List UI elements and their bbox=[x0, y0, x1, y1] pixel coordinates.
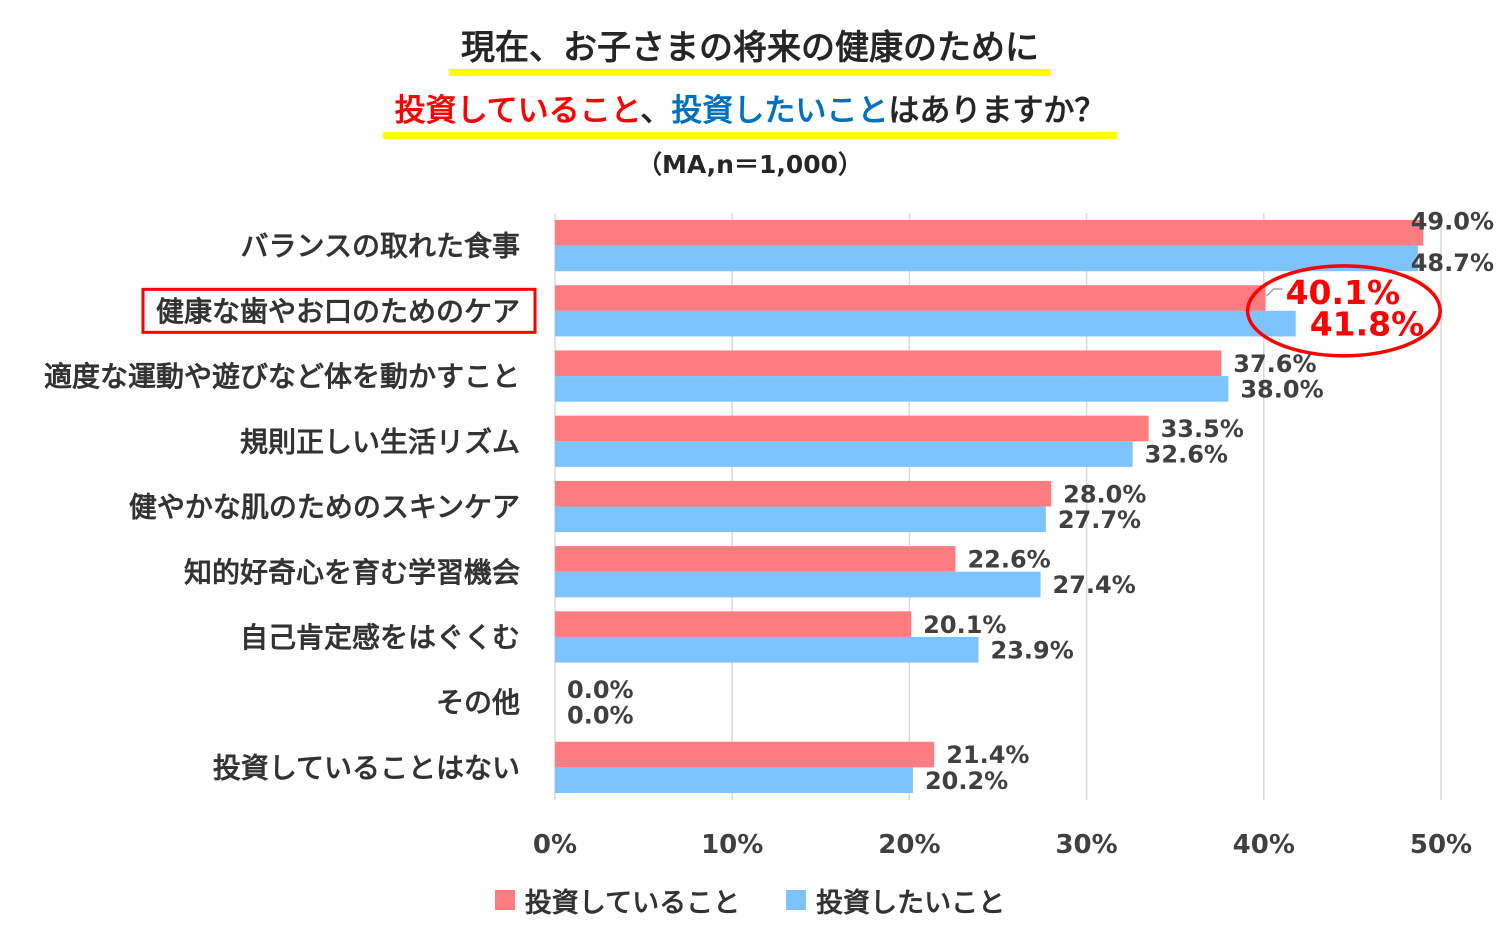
value-label: 49.0% bbox=[1411, 207, 1494, 235]
category-label: 適度な運動や遊びなど体を動かすこと bbox=[44, 360, 520, 393]
value-label: 28.0% bbox=[1063, 480, 1146, 508]
highlight-ellipse bbox=[1245, 264, 1442, 358]
bar-investing bbox=[555, 415, 1149, 442]
value-label: 48.7% bbox=[1411, 249, 1494, 277]
x-tick-label: 20% bbox=[878, 830, 940, 860]
value-label: 32.6% bbox=[1145, 441, 1228, 469]
x-tick-label: 50% bbox=[1410, 830, 1472, 860]
title-line-2-text: 投資していること、投資したいことはありますか？ bbox=[382, 90, 1118, 139]
title-segment-question: はありますか？ bbox=[888, 93, 1106, 129]
title-segment-investing: 投資していること bbox=[394, 93, 641, 129]
bars bbox=[555, 220, 1424, 793]
bar-want-to-invest bbox=[555, 767, 913, 793]
x-tick-label: 40% bbox=[1233, 830, 1295, 860]
bar-want-to-invest bbox=[555, 636, 979, 663]
bar-want-to-invest bbox=[555, 441, 1133, 467]
category-label: 自己肯定感をはぐくむ bbox=[240, 621, 520, 654]
leader-line bbox=[1266, 288, 1283, 297]
text-labels: 0% 10% 20% 30% 40% 50% バランスの取れた食事 49.0% 48.7% 健康な… bbox=[44, 207, 1494, 860]
value-label: 37.6% bbox=[1233, 350, 1316, 378]
bar-investing bbox=[555, 611, 912, 637]
bar-want-to-invest bbox=[555, 571, 1041, 598]
chart-title-line-1: 現在、お子さまの将来の健康のために bbox=[0, 27, 1500, 76]
bar-want-to-invest bbox=[555, 310, 1296, 337]
category-label: 知的好奇心を育む学習機会 bbox=[184, 556, 520, 589]
bar-want-to-invest bbox=[555, 245, 1418, 272]
legend-label-want-to-invest: 投資したいこと bbox=[816, 887, 1006, 919]
value-label: 33.5% bbox=[1161, 415, 1244, 443]
bar-want-to-invest bbox=[555, 506, 1046, 533]
value-label: 27.7% bbox=[1058, 506, 1141, 534]
x-tick-label: 30% bbox=[1055, 830, 1117, 860]
value-label: 22.6% bbox=[967, 546, 1050, 574]
x-tick-label: 10% bbox=[701, 830, 763, 860]
value-label: 20.1% bbox=[923, 611, 1006, 639]
value-label: 0.0% bbox=[567, 702, 634, 730]
bar-investing bbox=[555, 546, 956, 572]
category-label: 規則正しい生活リズム bbox=[240, 425, 520, 458]
chart-title-line-2: 投資していること、投資したいことはありますか？ bbox=[0, 90, 1500, 139]
title-line-1-text: 現在、お子さまの将来の健康のために bbox=[449, 27, 1051, 76]
bar-want-to-invest bbox=[555, 376, 1229, 402]
highlight-marks bbox=[141, 264, 1442, 358]
category-label: バランスの取れた食事 bbox=[241, 230, 520, 263]
bar-investing bbox=[555, 220, 1424, 246]
legend-item-want-to-invest: 投資したいこと bbox=[786, 881, 1005, 920]
legend-swatch-want-to-invest bbox=[786, 890, 807, 910]
title-segment-want-to-invest: 投資したいこと bbox=[671, 93, 889, 129]
highlight-box bbox=[141, 287, 537, 334]
legend-item-investing: 投資していること bbox=[494, 881, 741, 920]
category-label: 健やかな肌のためのスキンケア bbox=[129, 491, 520, 524]
x-tick-label: 0% bbox=[533, 830, 577, 860]
legend-swatch-investing bbox=[494, 890, 515, 910]
bar-investing bbox=[555, 480, 1052, 507]
category-label: 健康な歯やお口のためのケア bbox=[156, 295, 520, 328]
value-label: 38.0% bbox=[1240, 375, 1323, 403]
value-label: 21.4% bbox=[946, 741, 1029, 769]
value-label: 41.8% bbox=[1310, 305, 1425, 344]
category-label: 投資していることはない bbox=[213, 751, 520, 784]
title-segment-comma: 、 bbox=[640, 93, 672, 129]
chart-subtitle: （MA,n＝1,000） bbox=[636, 150, 864, 179]
category-label: その他 bbox=[436, 686, 520, 719]
value-label: 0.0% bbox=[567, 676, 634, 704]
bar-investing bbox=[555, 285, 1266, 311]
legend-label-investing: 投資していること bbox=[524, 887, 741, 919]
value-label: 23.9% bbox=[991, 636, 1074, 664]
value-label: 20.2% bbox=[925, 767, 1008, 795]
value-label: 40.1% bbox=[1286, 273, 1401, 312]
bar-investing bbox=[555, 741, 935, 768]
legend: 投資していること 投資したいこと bbox=[0, 880, 1500, 920]
value-label: 27.4% bbox=[1053, 571, 1136, 599]
bar-investing bbox=[555, 350, 1222, 377]
